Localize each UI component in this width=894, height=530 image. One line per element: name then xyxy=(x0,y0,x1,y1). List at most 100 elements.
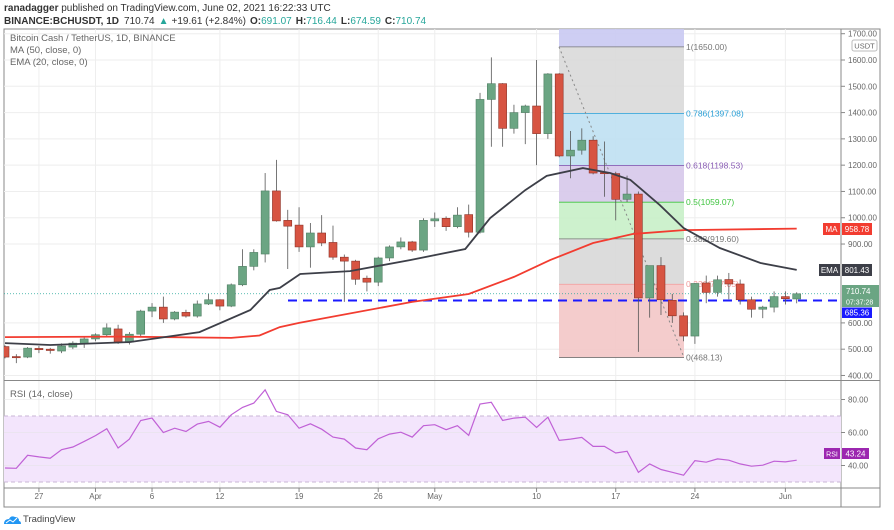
candle-body-up xyxy=(769,296,779,308)
candle-body-down xyxy=(339,256,349,262)
brand-name: TradingView xyxy=(23,514,75,525)
candle-body-down xyxy=(362,277,372,283)
author-name[interactable]: ranadagger xyxy=(4,3,59,14)
candle xyxy=(385,245,394,262)
legend-ema[interactable]: EMA (20, close, 0) xyxy=(10,57,88,68)
candle xyxy=(260,173,270,263)
candle xyxy=(520,104,530,145)
candle-body-up xyxy=(475,99,485,233)
candle xyxy=(272,159,281,222)
candle-body-down xyxy=(215,299,225,307)
support-tag-value: 685.36 xyxy=(845,309,870,318)
low-value: 674.59 xyxy=(350,16,381,27)
candle xyxy=(747,296,756,318)
candle-body-up xyxy=(204,299,213,305)
candle-body-up xyxy=(690,283,700,337)
time-tick-label: 12 xyxy=(215,492,224,501)
fib-level-label: 0.5(1059.07) xyxy=(686,197,734,207)
candle-body-up xyxy=(249,252,259,267)
candle-body-up xyxy=(170,311,179,320)
candle-body-down xyxy=(12,356,21,359)
candle xyxy=(588,136,598,175)
candle-body-up xyxy=(147,306,157,312)
rsi-tick-label: 40.00 xyxy=(848,462,869,471)
fib-level-label: 0.786(1397.08) xyxy=(686,108,744,118)
candle-body-down xyxy=(294,224,304,248)
candle-body-up xyxy=(430,218,440,222)
fib-level-label: 0.236(747.05) xyxy=(686,279,739,289)
price-tick-label: 900.00 xyxy=(848,240,873,249)
candle-body-up xyxy=(566,149,575,157)
legend-rsi[interactable]: RSI (14, close) xyxy=(10,389,73,400)
price-tick-label: 600.00 xyxy=(848,319,873,328)
candle-body-up xyxy=(758,306,768,310)
candle-body-down xyxy=(747,299,756,310)
candle xyxy=(464,204,474,238)
legend-title: Bitcoin Cash / TetherUS, 1D, BINANCE xyxy=(10,33,176,44)
tradingview-logo[interactable]: TradingView xyxy=(4,514,75,525)
candle-body-up xyxy=(792,293,802,300)
fib-level-label: 0.382(919.60) xyxy=(686,234,739,244)
bar-countdown: 07:37:28 xyxy=(846,300,873,307)
candle-body-up xyxy=(453,214,462,227)
candle-body-up xyxy=(136,310,146,335)
candle xyxy=(554,73,564,158)
legend-ma[interactable]: MA (50, close, 0) xyxy=(10,45,81,56)
candle-body-down xyxy=(701,282,711,293)
price-tick-label: 400.00 xyxy=(848,371,873,380)
time-tick-label: 10 xyxy=(532,492,541,501)
price-tick-label: 1100.00 xyxy=(848,187,877,196)
candle xyxy=(23,347,32,359)
candle-body-up xyxy=(102,327,112,336)
candle-body-down xyxy=(34,348,44,351)
unit-badge[interactable] xyxy=(851,39,878,52)
high-value: 716.44 xyxy=(306,16,337,27)
time-tick-label: May xyxy=(427,492,442,501)
candle xyxy=(249,249,259,271)
ema-tag-name: EMA xyxy=(821,266,839,275)
ema20-line xyxy=(4,167,797,346)
candle xyxy=(283,209,293,270)
close-label: C: xyxy=(385,16,396,27)
candle-body-up xyxy=(385,246,394,259)
candle-body-down xyxy=(317,232,326,244)
candle xyxy=(362,275,372,292)
candle-body-down xyxy=(532,105,541,134)
candle-body-down xyxy=(45,348,55,351)
fib-trend-line[interactable] xyxy=(558,46,685,358)
candle xyxy=(498,83,507,147)
candle xyxy=(306,222,315,268)
candle xyxy=(181,309,191,318)
candle-body-down xyxy=(634,193,643,299)
candle xyxy=(735,279,745,305)
time-tick-label: 24 xyxy=(690,492,699,501)
candle-body-down xyxy=(724,279,734,285)
rsi-line xyxy=(4,388,797,476)
candle-body-up xyxy=(419,220,428,251)
candle-body-down xyxy=(4,346,10,358)
candle xyxy=(453,207,462,229)
support-tag: 685.36 xyxy=(842,307,872,318)
fib-zone xyxy=(559,113,684,166)
time-tick-label: Apr xyxy=(89,492,102,501)
candle xyxy=(294,207,304,252)
candle-body-down xyxy=(283,220,293,227)
candle-body-up xyxy=(306,232,315,248)
candle xyxy=(487,57,496,147)
candle-body-up xyxy=(577,139,587,151)
candle-body-down xyxy=(407,241,417,251)
candle-body-down xyxy=(498,83,507,129)
publish-text: published on TradingView.com, June 02, 2… xyxy=(58,3,330,14)
candle-body-up xyxy=(23,347,32,358)
price-tag: 710.74 07:37:28 xyxy=(842,285,879,307)
candle xyxy=(159,296,168,323)
time-tick-label: 26 xyxy=(374,492,383,501)
candle xyxy=(441,216,451,231)
candle xyxy=(532,60,541,166)
candle xyxy=(475,92,485,234)
candle xyxy=(215,299,225,311)
candle xyxy=(634,191,643,352)
fibonacci-retracement[interactable]: 1(1650.00) 0.786(1397.08) 0.618(1198.53) 0.… xyxy=(558,29,744,363)
candle xyxy=(611,171,621,221)
